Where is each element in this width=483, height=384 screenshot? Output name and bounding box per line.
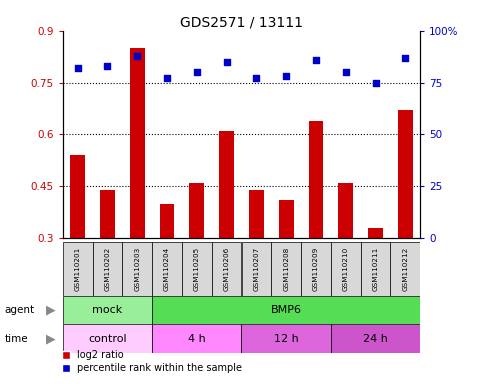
Bar [152,324,242,353]
Text: GSM110204: GSM110204 [164,247,170,291]
Bar [63,324,152,353]
Text: GSM110212: GSM110212 [402,247,408,291]
Text: mock: mock [92,305,123,315]
Text: GSM110211: GSM110211 [372,247,379,291]
Bar [63,296,152,324]
Text: 24 h: 24 h [363,334,388,344]
Point [342,69,350,75]
Text: GSM110201: GSM110201 [75,247,81,291]
Bar [331,242,361,296]
Text: time: time [5,334,28,344]
Legend: log2 ratio, percentile rank within the sample: log2 ratio, percentile rank within the s… [58,346,246,377]
Text: ▶: ▶ [46,304,56,316]
Bar [249,190,264,238]
Bar [279,200,294,238]
Point [104,63,112,69]
Bar [301,242,331,296]
Point [193,69,201,75]
Point [253,75,260,81]
Bar [338,183,353,238]
Bar [219,131,234,238]
Bar [152,242,182,296]
Bar [159,204,174,238]
Bar [390,242,420,296]
Text: agent: agent [5,305,35,315]
Bar [100,190,115,238]
Bar [70,155,85,238]
Bar [122,242,152,296]
Point [282,73,290,79]
Point [312,57,320,63]
Title: GDS2571 / 13111: GDS2571 / 13111 [180,16,303,30]
Text: 4 h: 4 h [188,334,206,344]
Bar [271,242,301,296]
Bar [189,183,204,238]
Text: GSM110203: GSM110203 [134,247,140,291]
Text: GSM110209: GSM110209 [313,247,319,291]
Point [401,55,409,61]
Bar [309,121,324,238]
Bar [93,242,122,296]
Text: GSM110202: GSM110202 [104,247,111,291]
Point [74,65,82,71]
Bar [398,110,413,238]
Bar [152,296,420,324]
Text: 12 h: 12 h [274,334,298,344]
Text: GSM110206: GSM110206 [224,247,229,291]
Bar [212,242,242,296]
Bar [63,242,93,296]
Text: GSM110205: GSM110205 [194,247,200,291]
Point [133,53,141,59]
Bar [242,324,331,353]
Point [163,75,171,81]
Text: GSM110208: GSM110208 [283,247,289,291]
Text: GSM110210: GSM110210 [343,247,349,291]
Text: BMP6: BMP6 [270,305,302,315]
Point [223,59,230,65]
Text: control: control [88,334,127,344]
Bar [242,242,271,296]
Bar [182,242,212,296]
Text: GSM110207: GSM110207 [254,247,259,291]
Point [372,79,380,86]
Bar [331,324,420,353]
Text: ▶: ▶ [46,333,56,345]
Bar [361,242,390,296]
Bar [130,48,145,238]
Bar [368,228,383,238]
